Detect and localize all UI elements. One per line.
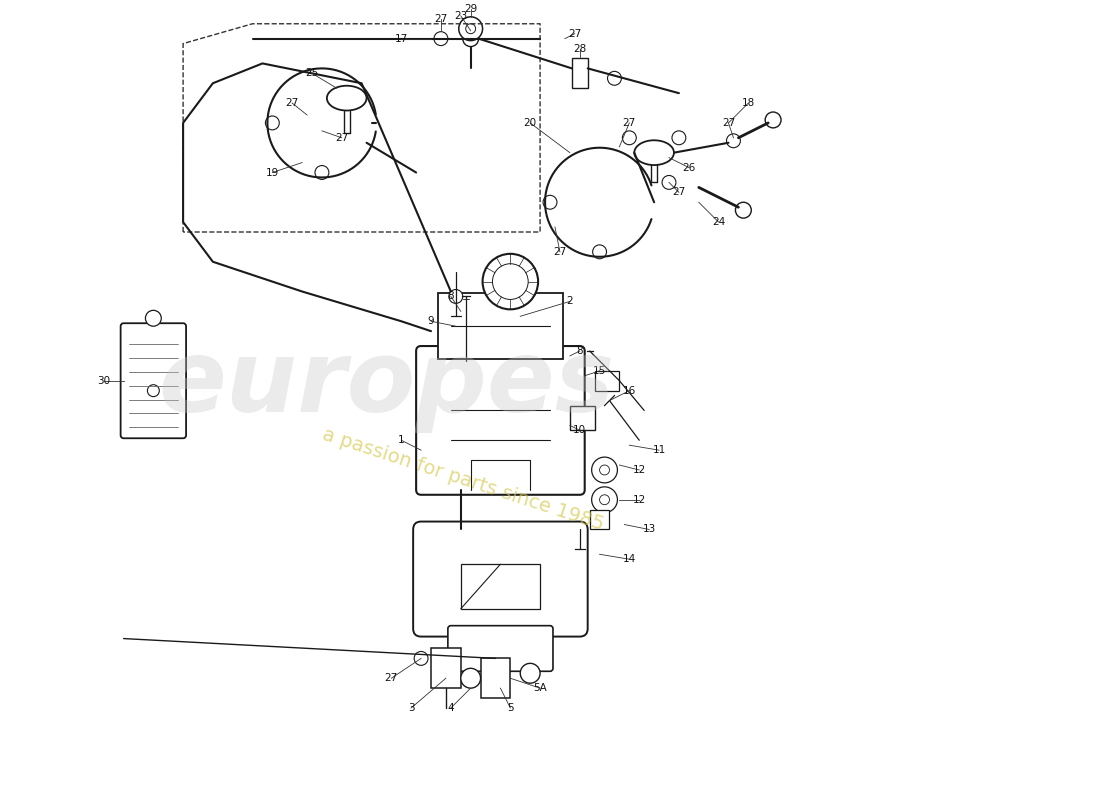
Circle shape [607,71,621,86]
Text: 9: 9 [428,316,435,326]
Circle shape [766,112,781,128]
Text: 18: 18 [741,98,755,108]
Text: 27: 27 [623,118,636,128]
Circle shape [315,166,329,179]
FancyBboxPatch shape [572,58,587,88]
Circle shape [414,651,428,666]
FancyBboxPatch shape [431,649,461,688]
Text: 16: 16 [623,386,636,396]
Circle shape [483,254,538,310]
FancyBboxPatch shape [481,658,510,698]
Circle shape [459,17,483,41]
Circle shape [543,195,557,209]
Circle shape [592,457,617,483]
FancyBboxPatch shape [121,323,186,438]
Text: 3: 3 [408,703,415,713]
Text: 10: 10 [573,426,586,435]
Text: a passion for parts since 1985: a passion for parts since 1985 [320,426,606,534]
Text: 27: 27 [286,98,299,108]
Text: 30: 30 [97,376,110,386]
Ellipse shape [327,86,366,110]
Circle shape [592,487,617,513]
Text: 19: 19 [266,167,279,178]
Circle shape [461,668,481,688]
Text: 27: 27 [385,674,398,683]
Ellipse shape [635,140,674,165]
Text: 2: 2 [566,297,573,306]
Circle shape [520,663,540,683]
Circle shape [736,202,751,218]
FancyBboxPatch shape [414,522,587,637]
FancyBboxPatch shape [438,294,563,359]
Text: 29: 29 [464,4,477,14]
FancyBboxPatch shape [595,371,619,390]
Circle shape [600,465,609,475]
Circle shape [593,245,606,258]
Text: 27: 27 [722,118,735,128]
Text: 28: 28 [573,43,586,54]
FancyBboxPatch shape [461,564,540,609]
Text: 27: 27 [672,187,685,198]
Text: 25: 25 [306,68,319,78]
Text: 8: 8 [576,346,583,356]
Circle shape [449,290,463,303]
Text: 1: 1 [398,435,405,446]
Text: europes: europes [158,336,615,434]
Circle shape [265,116,279,130]
Text: 27: 27 [569,29,582,38]
Text: 5: 5 [507,703,514,713]
Circle shape [672,131,686,145]
Circle shape [623,131,636,145]
Text: 27: 27 [336,133,349,142]
Circle shape [145,310,162,326]
Text: 14: 14 [623,554,636,564]
Circle shape [662,175,675,190]
Text: 27: 27 [553,247,566,257]
Text: 26: 26 [682,162,695,173]
Text: 5A: 5A [534,683,547,693]
Text: 15: 15 [593,366,606,376]
Circle shape [465,24,475,34]
Text: 24: 24 [712,217,725,227]
Text: 11: 11 [652,445,666,455]
Text: 17: 17 [395,34,408,44]
Circle shape [600,494,609,505]
Text: 23: 23 [454,11,467,21]
Text: 8: 8 [448,291,454,302]
Text: 12: 12 [632,494,646,505]
Circle shape [726,134,740,148]
Text: 12: 12 [632,465,646,475]
Text: 4: 4 [448,703,454,713]
Circle shape [147,385,160,397]
Circle shape [434,32,448,46]
Circle shape [463,30,478,46]
Text: 13: 13 [642,525,656,534]
FancyBboxPatch shape [590,510,609,530]
FancyBboxPatch shape [416,346,585,494]
FancyBboxPatch shape [570,406,595,430]
FancyBboxPatch shape [448,626,553,671]
Text: 27: 27 [434,14,448,24]
Text: 20: 20 [524,118,537,128]
Circle shape [493,264,528,299]
